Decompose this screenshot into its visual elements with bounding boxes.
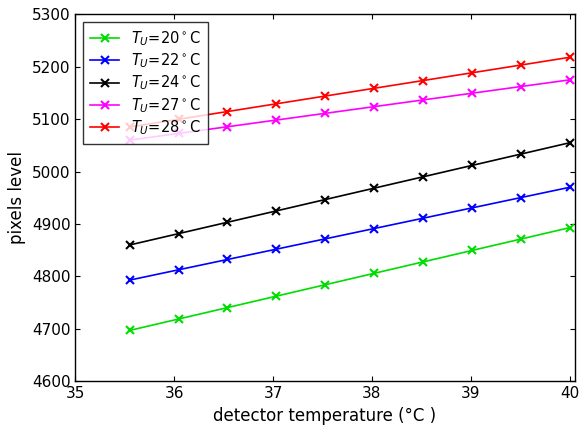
Line: $T_U$=27$^\circ$C: $T_U$=27$^\circ$C: [126, 76, 574, 144]
$T_U$=24$^\circ$C: [517, 152, 524, 157]
$T_U$=22$^\circ$C: [224, 257, 231, 262]
$T_U$=24$^\circ$C: [322, 197, 329, 202]
$T_U$=20$^\circ$C: [419, 259, 426, 265]
$T_U$=27$^\circ$C: [175, 131, 182, 136]
$T_U$=20$^\circ$C: [566, 225, 573, 230]
$T_U$=24$^\circ$C: [566, 140, 573, 145]
Legend: $T_U$=20$^\circ$C, $T_U$=22$^\circ$C, $T_U$=24$^\circ$C, $T_U$=27$^\circ$C, $T_U: $T_U$=20$^\circ$C, $T_U$=22$^\circ$C, $T…: [83, 22, 208, 144]
$T_U$=28$^\circ$C: [224, 109, 231, 114]
$T_U$=24$^\circ$C: [273, 208, 280, 213]
$T_U$=28$^\circ$C: [175, 116, 182, 122]
$T_U$=20$^\circ$C: [370, 271, 377, 276]
$T_U$=27$^\circ$C: [517, 84, 524, 89]
$T_U$=20$^\circ$C: [517, 236, 524, 242]
$T_U$=27$^\circ$C: [370, 104, 377, 109]
$T_U$=22$^\circ$C: [517, 195, 524, 200]
$T_U$=28$^\circ$C: [566, 55, 573, 60]
$T_U$=22$^\circ$C: [126, 278, 133, 283]
$T_U$=22$^\circ$C: [566, 185, 573, 190]
Line: $T_U$=24$^\circ$C: $T_U$=24$^\circ$C: [126, 139, 574, 249]
$T_U$=28$^\circ$C: [273, 101, 280, 107]
$T_U$=20$^\circ$C: [224, 305, 231, 310]
$T_U$=24$^\circ$C: [370, 186, 377, 191]
$T_U$=20$^\circ$C: [126, 328, 133, 333]
Line: $T_U$=22$^\circ$C: $T_U$=22$^\circ$C: [126, 183, 574, 284]
$T_U$=22$^\circ$C: [468, 205, 475, 210]
$T_U$=27$^\circ$C: [322, 111, 329, 116]
Y-axis label: pixels level: pixels level: [8, 151, 26, 244]
$T_U$=27$^\circ$C: [468, 90, 475, 96]
$T_U$=27$^\circ$C: [224, 124, 231, 129]
$T_U$=24$^\circ$C: [175, 231, 182, 236]
$T_U$=28$^\circ$C: [370, 86, 377, 91]
$T_U$=28$^\circ$C: [517, 62, 524, 68]
$T_U$=27$^\circ$C: [566, 77, 573, 82]
$T_U$=27$^\circ$C: [126, 138, 133, 143]
$T_U$=20$^\circ$C: [322, 282, 329, 288]
$T_U$=27$^\circ$C: [419, 97, 426, 103]
Line: $T_U$=20$^\circ$C: $T_U$=20$^\circ$C: [126, 223, 574, 335]
$T_U$=22$^\circ$C: [419, 216, 426, 221]
$T_U$=28$^\circ$C: [322, 94, 329, 99]
$T_U$=24$^\circ$C: [224, 220, 231, 225]
$T_U$=22$^\circ$C: [175, 267, 182, 272]
Line: $T_U$=28$^\circ$C: $T_U$=28$^\circ$C: [126, 53, 574, 131]
$T_U$=28$^\circ$C: [468, 70, 475, 75]
$T_U$=24$^\circ$C: [419, 174, 426, 179]
$T_U$=27$^\circ$C: [273, 117, 280, 123]
$T_U$=20$^\circ$C: [273, 294, 280, 299]
$T_U$=28$^\circ$C: [419, 78, 426, 83]
$T_U$=24$^\circ$C: [468, 163, 475, 168]
X-axis label: detector temperature (°C ): detector temperature (°C ): [213, 407, 436, 425]
$T_U$=22$^\circ$C: [370, 226, 377, 231]
$T_U$=24$^\circ$C: [126, 242, 133, 248]
$T_U$=22$^\circ$C: [322, 236, 329, 242]
$T_U$=20$^\circ$C: [175, 317, 182, 322]
$T_U$=20$^\circ$C: [468, 248, 475, 253]
$T_U$=28$^\circ$C: [126, 124, 133, 129]
$T_U$=22$^\circ$C: [273, 246, 280, 252]
